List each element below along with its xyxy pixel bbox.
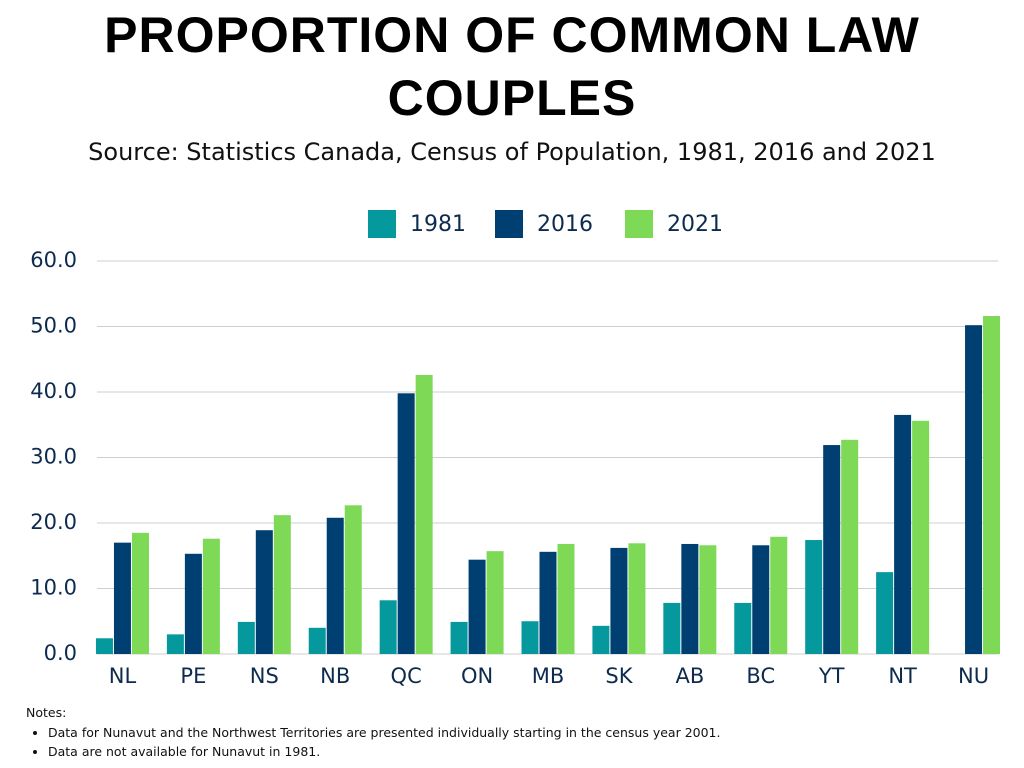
bar [912, 420, 930, 654]
x-tick-label: NT [888, 664, 917, 688]
bar [415, 374, 433, 654]
x-tick-label: MB [532, 664, 565, 688]
bar [202, 538, 220, 654]
chart-subtitle: Source: Statistics Canada, Census of Pop… [88, 138, 936, 166]
bar [752, 545, 770, 654]
chart: 0.0 10.0 20.0 30.0 40.0 50.0 60.0 1981 2016 2021 N… [30, 210, 1001, 688]
bar [521, 621, 539, 654]
bar [255, 530, 273, 654]
bar [326, 517, 344, 654]
y-tick-label: 20.0 [30, 510, 77, 534]
legend-swatch [625, 210, 653, 238]
legend-label: 2021 [667, 212, 723, 237]
y-tick-label: 40.0 [30, 379, 77, 403]
bar [610, 547, 628, 654]
bar [876, 572, 894, 654]
y-tick-label: 30.0 [30, 445, 77, 469]
note-item: Data are not available for Nunavut in 19… [48, 742, 720, 761]
bar [699, 545, 717, 654]
x-tick-label: PE [180, 664, 206, 688]
x-tick-label: YT [818, 664, 845, 688]
bar [486, 551, 504, 654]
bar [468, 559, 486, 654]
x-tick-label: SK [605, 664, 633, 688]
bar [557, 543, 575, 654]
notes: Notes: Data for Nunavut and the Northwes… [26, 705, 720, 761]
notes-list: Data for Nunavut and the Northwest Terri… [26, 723, 720, 761]
bar [805, 540, 823, 654]
bar [894, 414, 912, 654]
bar [166, 634, 184, 654]
bar [308, 627, 326, 654]
bar [450, 621, 468, 654]
y-tick-label: 60.0 [30, 248, 77, 272]
bar [113, 542, 131, 654]
x-tick-label: NS [250, 664, 279, 688]
bar [628, 543, 646, 654]
chart-title: PROPORTION OF COMMON LAW COUPLES [104, 7, 920, 126]
bar [965, 325, 983, 654]
notes-heading: Notes: [26, 705, 67, 720]
x-tick-label: AB [675, 664, 704, 688]
y-tick-label: 10.0 [30, 576, 77, 600]
x-tick-label: BC [746, 664, 775, 688]
bar [131, 532, 149, 654]
x-tick-label: NU [958, 664, 989, 688]
bar [95, 638, 113, 654]
x-tick-label: ON [461, 664, 493, 688]
legend-label: 2016 [537, 212, 593, 237]
bar [184, 553, 202, 654]
note-item: Data for Nunavut and the Northwest Terri… [48, 723, 720, 742]
bar [770, 536, 788, 654]
legend-label: 1981 [410, 212, 466, 237]
bar [397, 393, 415, 654]
y-tick-label: 0.0 [44, 641, 77, 665]
bar [734, 602, 752, 654]
bar [379, 600, 397, 654]
bar [823, 445, 841, 654]
bar [539, 551, 557, 654]
x-tick-label: NL [109, 664, 137, 688]
bar [237, 621, 255, 654]
bar [344, 505, 362, 654]
legend-swatch [368, 210, 396, 238]
x-tick-label: NB [320, 664, 350, 688]
bar [841, 439, 859, 654]
legend-swatch [495, 210, 523, 238]
y-tick-label: 50.0 [30, 314, 77, 338]
x-tick-label: QC [391, 664, 422, 688]
bar [983, 316, 1001, 654]
bar [663, 602, 681, 654]
bar [592, 625, 610, 654]
bar [681, 543, 699, 654]
bar [273, 515, 291, 654]
